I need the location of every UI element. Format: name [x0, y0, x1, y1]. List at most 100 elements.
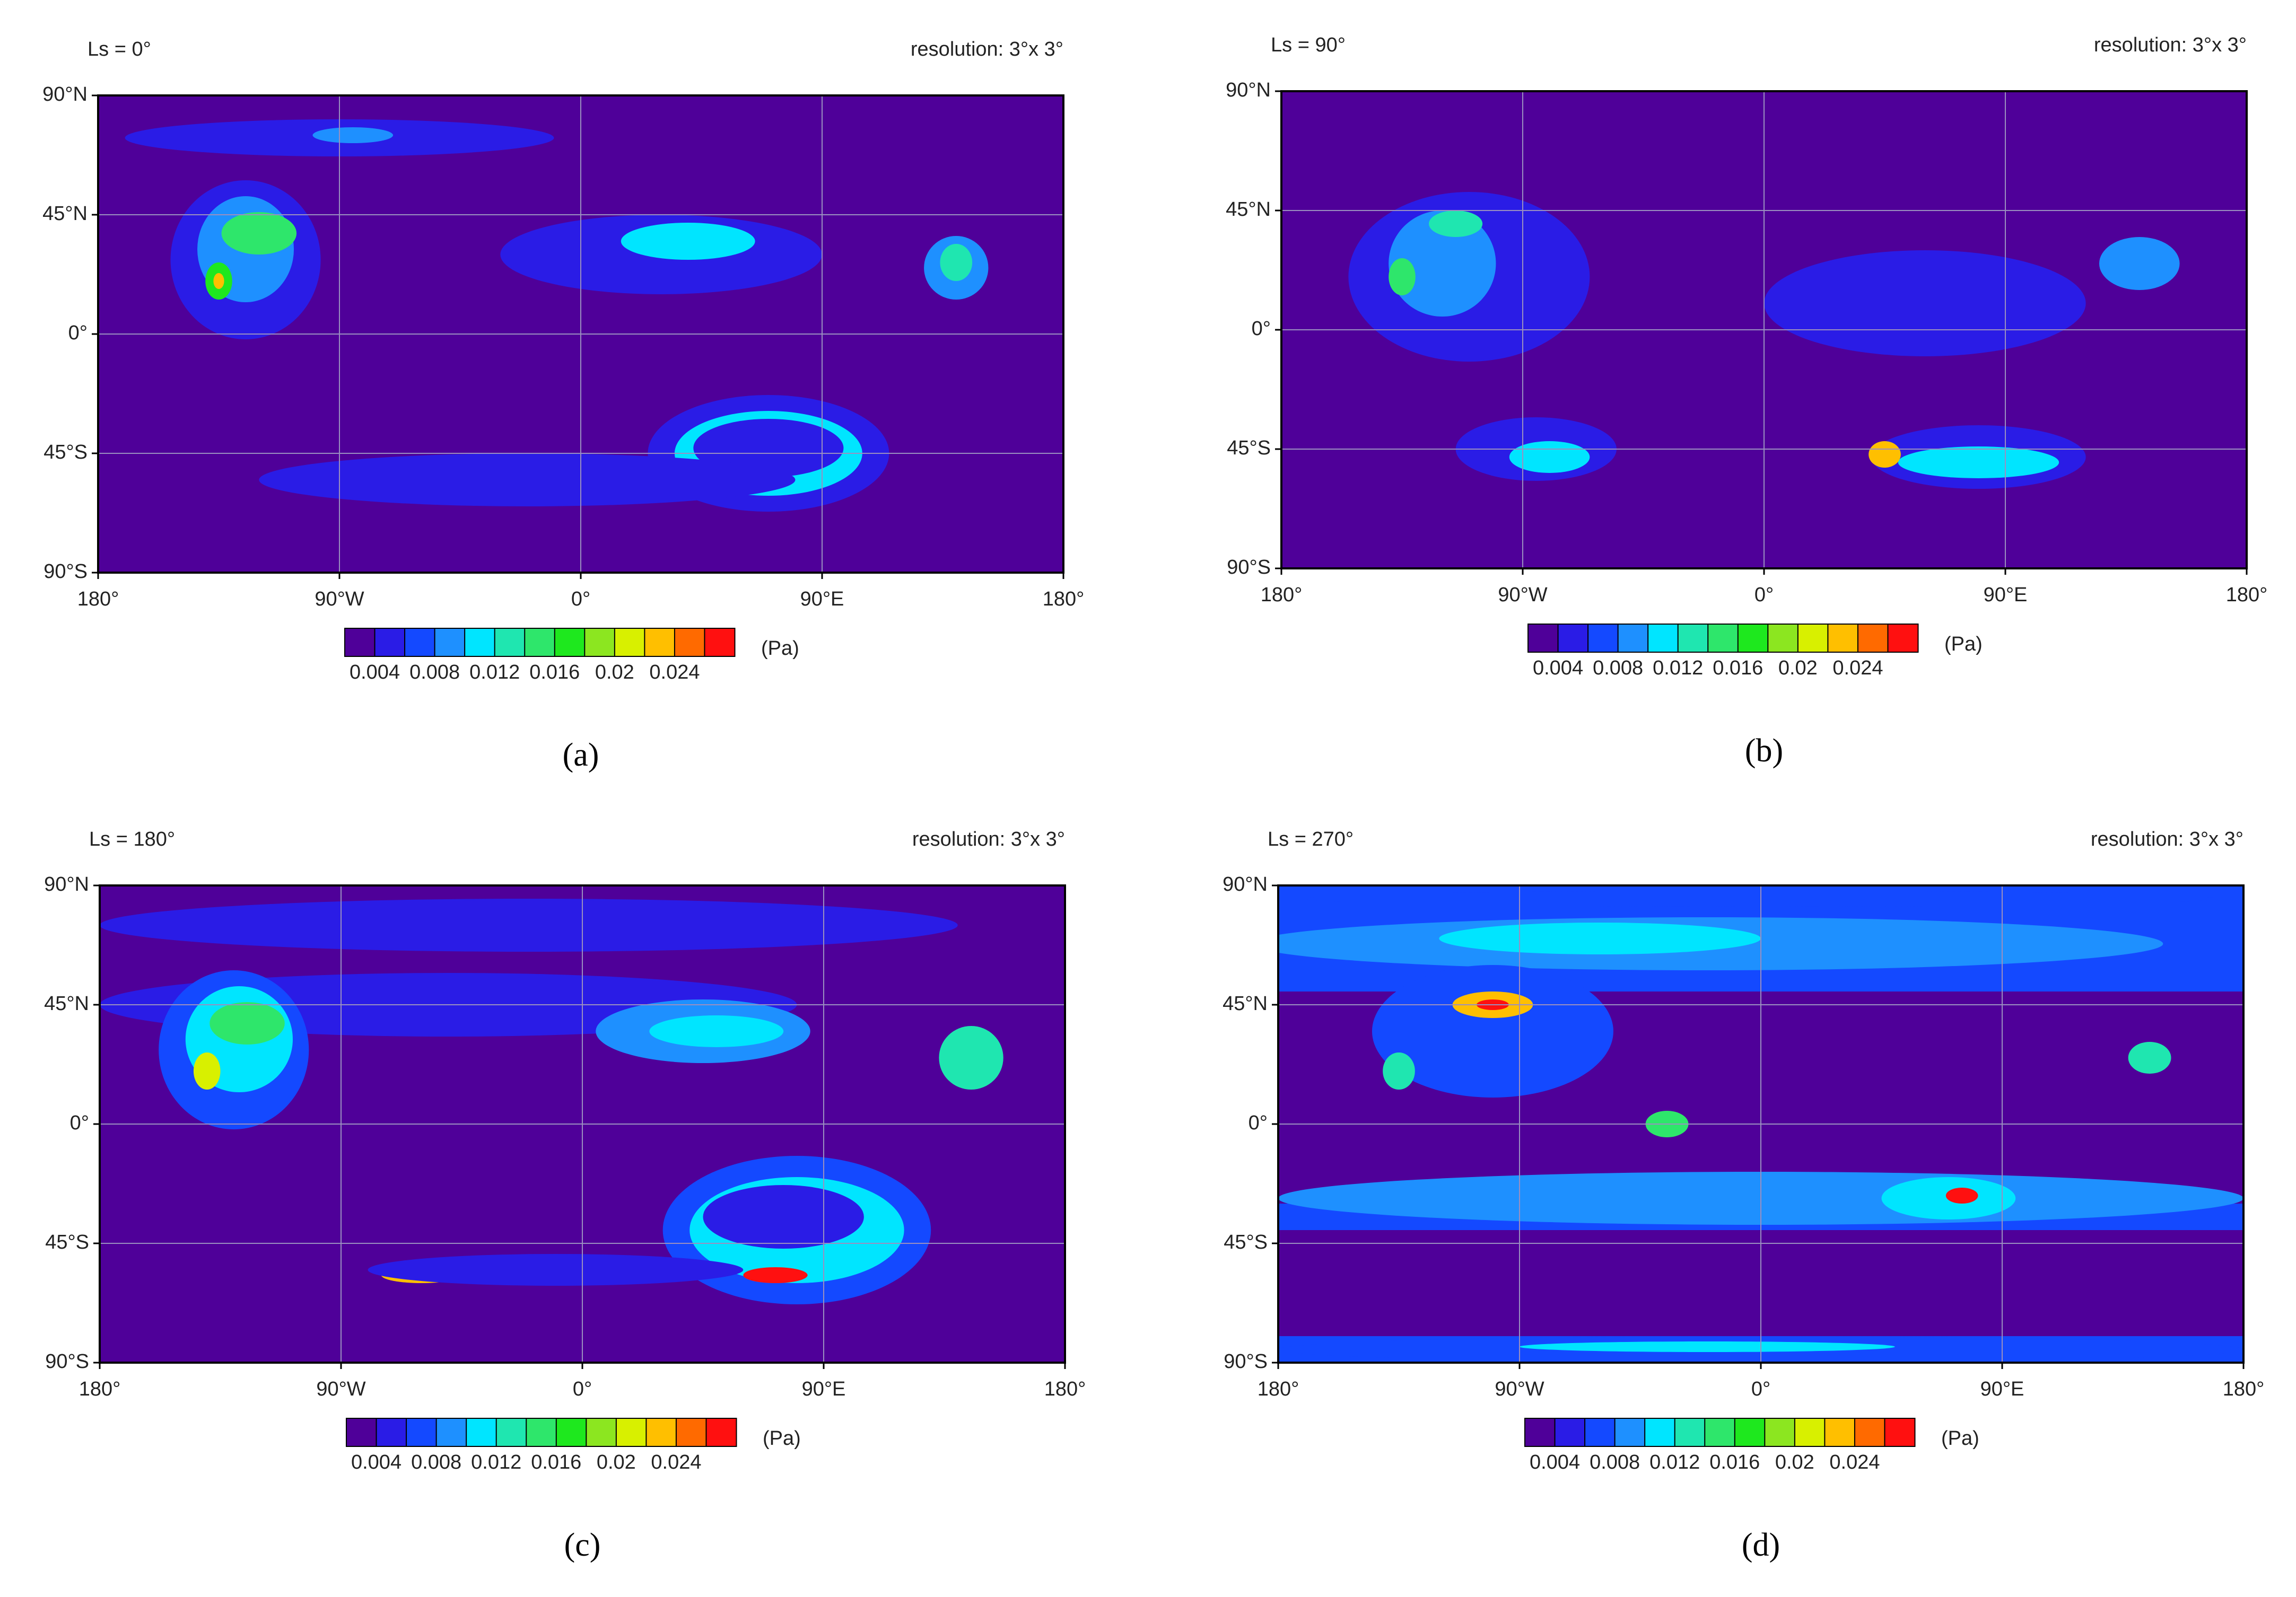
colorbar-unit: (Pa) [1944, 633, 1983, 655]
colorbar-swatch [1887, 624, 1919, 653]
y-tick-label: 45°N [44, 993, 89, 1015]
colorbar-swatch [1767, 624, 1799, 653]
colorbar-unit: (Pa) [761, 637, 799, 660]
colorbar-swatch [1674, 1418, 1706, 1447]
x-tick-label: 180° [1043, 588, 1085, 610]
colorbar-swatch [1734, 1418, 1766, 1447]
x-tick-label: 180° [1044, 1378, 1086, 1400]
colorbar-tick-label: 0.024 [649, 661, 700, 683]
colorbar-swatch [1707, 624, 1739, 653]
colorbar-swatch [1824, 1418, 1856, 1447]
x-tick-label: 90°E [1980, 1378, 2024, 1400]
colorbar-tick-label: 0.02 [1778, 657, 1818, 679]
colorbar-swatch [674, 628, 705, 657]
colorbar-tick-label: 0.004 [350, 661, 400, 683]
colorbar-swatch [1704, 1418, 1736, 1447]
x-tick-label: 180° [79, 1378, 121, 1400]
y-tick-label: 45°N [42, 203, 88, 225]
colorbar-swatch [466, 1418, 497, 1447]
x-tick-label: 0° [1754, 584, 1774, 606]
x-tick-label: 180° [77, 588, 119, 610]
colorbar-swatch [464, 628, 496, 657]
colorbar-tick-label: 0.012 [1653, 657, 1703, 679]
x-tick-label: 90°E [1984, 584, 2028, 606]
x-tick-label: 180° [1258, 1378, 1299, 1400]
y-tick-label: 45°S [1224, 1231, 1268, 1253]
colorbar-swatch [376, 1418, 407, 1447]
colorbar-swatch [1587, 624, 1619, 653]
colorbar-tick-label: 0.004 [351, 1451, 401, 1473]
panel-caption: (b) [1745, 733, 1783, 769]
colorbar-tick-label: 0.008 [409, 661, 460, 683]
colorbar-tick-label: 0.024 [1832, 657, 1883, 679]
colorbar-swatch [1854, 1418, 1885, 1447]
x-tick-label: 90°W [1495, 1378, 1544, 1400]
panel-caption: (c) [564, 1527, 601, 1563]
colorbar-swatch [346, 1418, 378, 1447]
panel-subtitle: resolution: 3°x 3° [911, 38, 1063, 60]
panel-subtitle: resolution: 3°x 3° [2094, 34, 2247, 56]
colorbar-unit: (Pa) [763, 1427, 801, 1450]
colorbar-swatch [1554, 1418, 1586, 1447]
y-tick-label: 45°S [45, 1231, 89, 1253]
colorbar-swatch [1617, 624, 1649, 653]
colorbar-swatch [614, 628, 645, 657]
x-tick-label: 180° [2223, 1378, 2265, 1400]
x-tick-label: 0° [1751, 1378, 1770, 1400]
colorbar-unit: (Pa) [1941, 1427, 1979, 1450]
colorbar-swatch [1644, 1418, 1676, 1447]
y-tick-label: 45°S [1227, 437, 1271, 459]
panel-caption: (a) [563, 737, 599, 773]
colorbar-tick-label: 0.02 [595, 661, 634, 683]
plot-frame [1280, 90, 2248, 569]
colorbar-swatch [555, 1418, 587, 1447]
colorbar-swatch [495, 1418, 527, 1447]
colorbar-swatch [435, 1418, 467, 1447]
colorbar-swatch [1797, 624, 1829, 653]
y-tick-label: 90°N [1226, 79, 1271, 101]
y-tick-label: 45°S [43, 441, 88, 463]
y-tick-label: 90°N [42, 83, 88, 106]
colorbar-swatch [404, 628, 436, 657]
x-tick-label: 90°W [315, 588, 364, 610]
colorbar-swatch [1827, 624, 1859, 653]
colorbar-tick-label: 0.016 [529, 661, 580, 683]
colorbar-swatch [1584, 1418, 1616, 1447]
y-tick-label: 0° [68, 322, 88, 344]
colorbar-swatch [1857, 624, 1889, 653]
colorbar-tick-label: 0.004 [1530, 1451, 1580, 1473]
colorbar-swatch [615, 1418, 647, 1447]
colorbar-swatch [704, 628, 736, 657]
colorbar-tick-label: 0.024 [651, 1451, 701, 1473]
colorbar-swatch [1614, 1418, 1646, 1447]
y-tick-label: 0° [70, 1112, 89, 1134]
colorbar-swatch [494, 628, 526, 657]
x-tick-label: 180° [1261, 584, 1303, 606]
panel-title: Ls = 0° [88, 38, 151, 60]
colorbar-swatch [1737, 624, 1769, 653]
x-tick-label: 0° [573, 1378, 592, 1400]
colorbar-tick-label: 0.012 [469, 661, 520, 683]
colorbar-tick-label: 0.024 [1829, 1451, 1880, 1473]
colorbar-tick-label: 0.012 [1649, 1451, 1700, 1473]
y-tick-label: 0° [1249, 1112, 1268, 1134]
colorbar-swatch [554, 628, 586, 657]
y-tick-label: 90°S [43, 560, 88, 583]
colorbar-swatch [675, 1418, 707, 1447]
colorbar-swatch [705, 1418, 737, 1447]
colorbar-tick-label: 0.016 [1713, 657, 1763, 679]
colorbar-swatch [344, 628, 376, 657]
colorbar-swatch [1677, 624, 1709, 653]
panel-subtitle: resolution: 3°x 3° [2091, 828, 2243, 850]
colorbar-tick-label: 0.012 [471, 1451, 521, 1473]
colorbar-swatch [644, 628, 676, 657]
colorbar-tick-label: 0.008 [1593, 657, 1643, 679]
colorbar-swatch [584, 628, 616, 657]
colorbar-swatch [1527, 624, 1559, 653]
colorbar-swatch [1884, 1418, 1916, 1447]
x-tick-label: 90°W [316, 1378, 365, 1400]
panel-title: Ls = 270° [1268, 828, 1354, 850]
y-tick-label: 90°S [45, 1350, 89, 1373]
colorbar-swatch [374, 628, 406, 657]
